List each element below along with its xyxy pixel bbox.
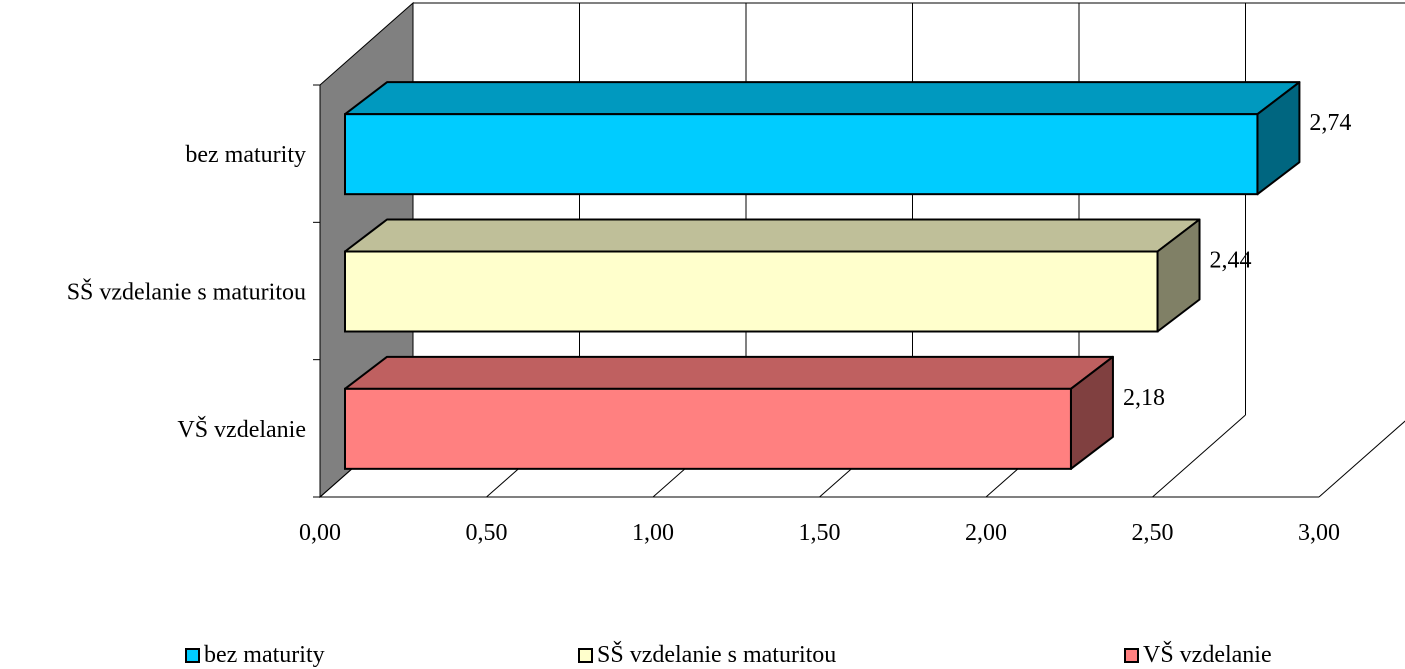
data-label: 2,18 — [1123, 385, 1165, 411]
legend-item-3: VŠ vzdelanie — [1124, 641, 1272, 668]
bar-front-face — [344, 250, 1159, 333]
legend-item-1: bez maturity — [185, 641, 325, 668]
x-tick-label: 0,50 — [466, 520, 508, 546]
y-category-label: SŠ vzdelanie s maturitou — [67, 279, 306, 306]
x-tick-label: 2,50 — [1132, 520, 1174, 546]
x-tick-label: 0,00 — [299, 520, 341, 546]
legend-item-2: SŠ vzdelanie s maturitou — [578, 641, 837, 668]
x-tick-label: 2,00 — [965, 520, 1007, 546]
data-label: 2,44 — [1210, 248, 1252, 274]
bar-front-face — [344, 387, 1072, 470]
legend-label-1: bez maturity — [204, 641, 325, 668]
legend-label-2: SŠ vzdelanie s maturitou — [597, 641, 837, 668]
bar-front-face — [344, 113, 1259, 196]
legend-swatch-2 — [578, 647, 593, 663]
x-tick-label: 3,00 — [1298, 520, 1340, 546]
bar-top-face — [344, 218, 1201, 253]
x-tick-label: 1,50 — [799, 520, 841, 546]
legend-label-3: VŠ vzdelanie — [1143, 641, 1272, 668]
chart-bars — [344, 81, 1301, 470]
floor-gridline — [1152, 414, 1246, 498]
y-category-label: bez maturity — [185, 142, 306, 168]
chart-labels: 0,00 0,50 1,00 1,50 2,00 2,50 3,00 2,74 bez matu… — [67, 110, 1352, 546]
bar — [344, 355, 1114, 470]
legend-swatch-1 — [185, 647, 200, 663]
bar-top-face — [344, 81, 1301, 116]
y-category-label: VŠ vzdelanie — [177, 416, 306, 443]
floor-gridline — [1318, 420, 1405, 498]
bar — [344, 81, 1301, 196]
x-tick-label: 1,00 — [632, 520, 674, 546]
bar-top-face — [344, 355, 1114, 390]
chart-axes — [313, 84, 1319, 498]
data-label: 2,74 — [1309, 110, 1351, 136]
legend-swatch-3 — [1124, 647, 1139, 663]
bar — [344, 218, 1201, 333]
